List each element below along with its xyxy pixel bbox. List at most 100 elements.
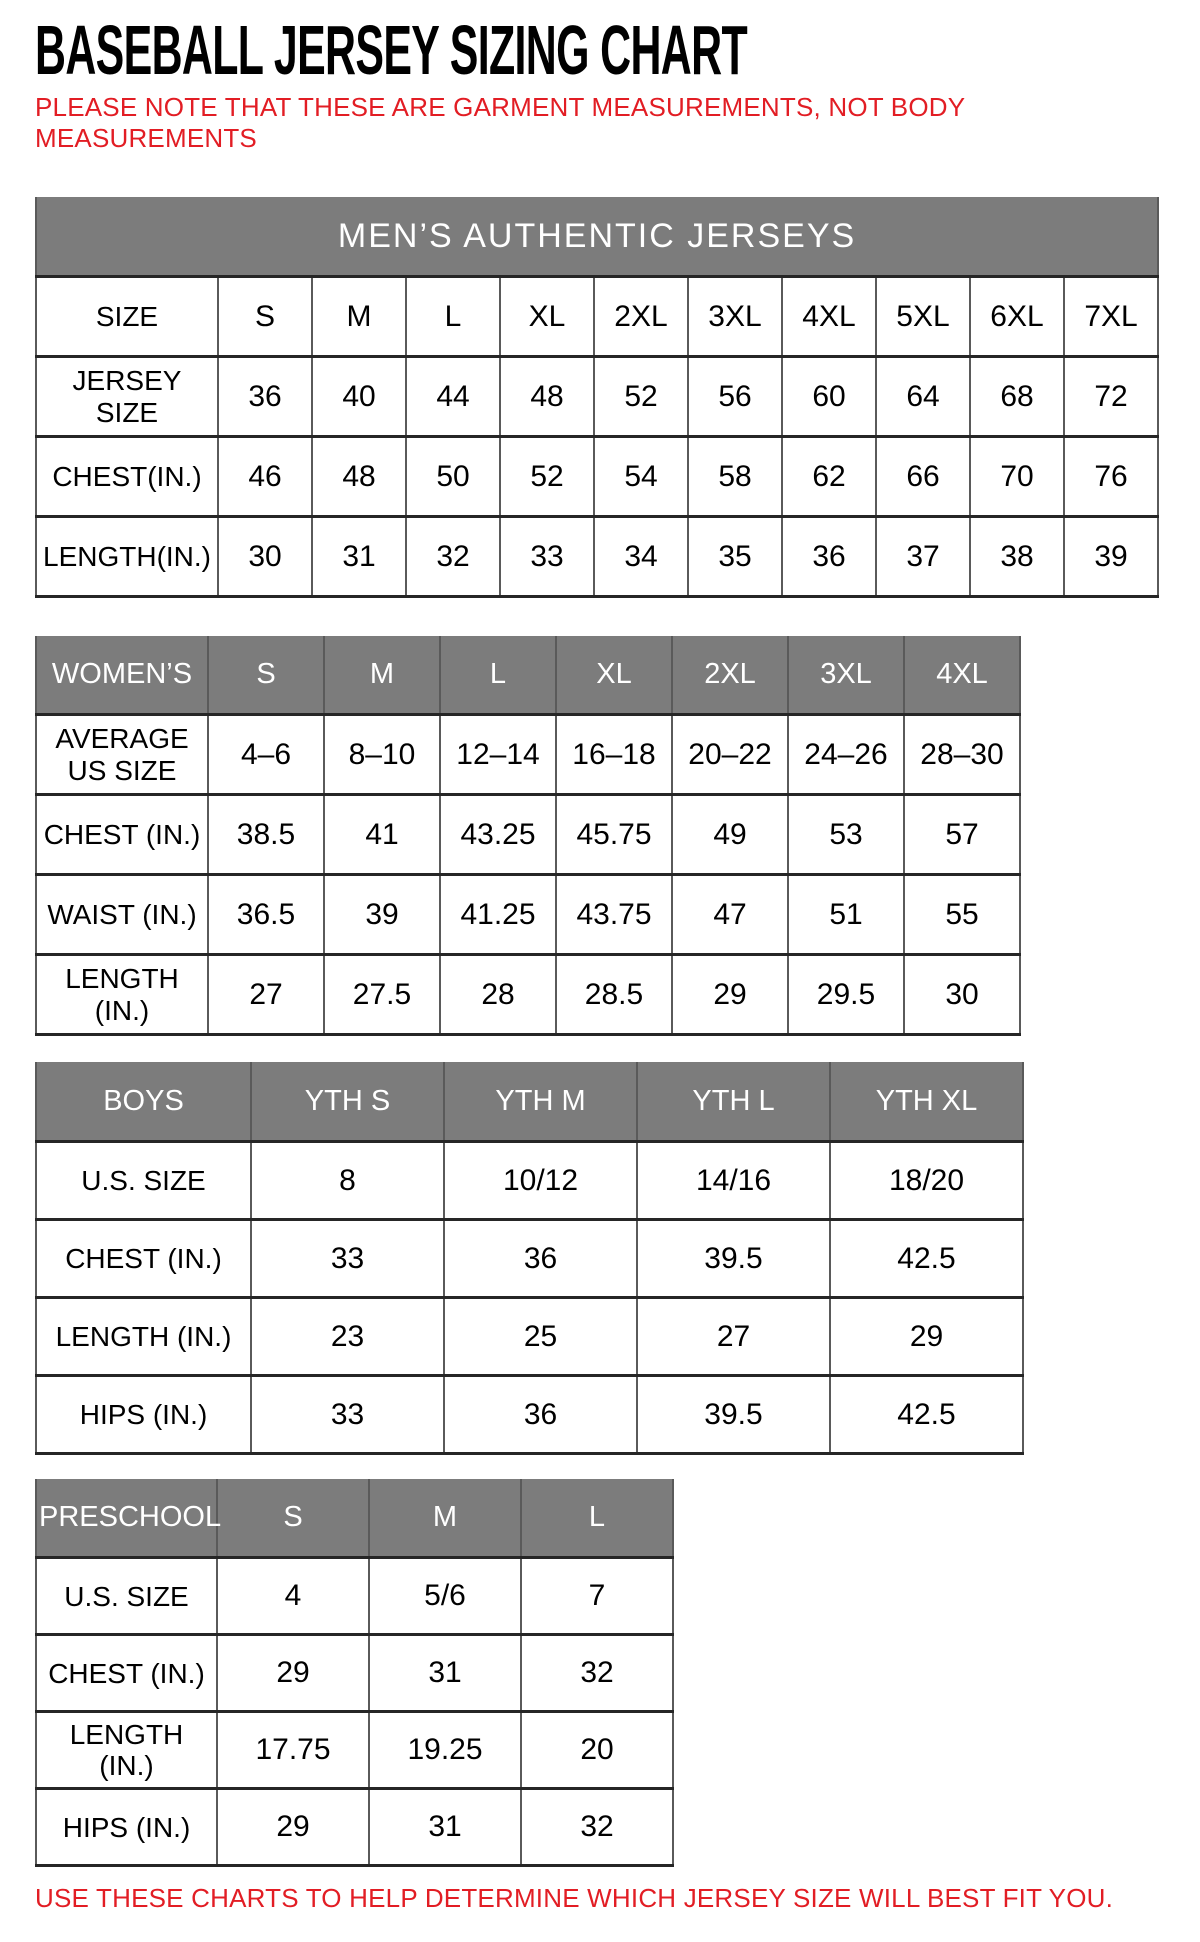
data-cell: S <box>217 275 313 359</box>
row-label-cell: HIPS (IN.) <box>35 1374 252 1456</box>
data-cell: 56 <box>687 355 783 439</box>
data-cell: 70 <box>969 435 1065 519</box>
row-label-cell: LENGTH (IN.) <box>35 953 209 1037</box>
table-header-cell: YTH XL <box>829 1062 1024 1144</box>
page-title: BASEBALL JERSEY SIZING CHART <box>35 11 748 89</box>
data-cell: 24–26 <box>787 713 905 797</box>
table-header-cell: L <box>520 1479 674 1560</box>
data-cell: 72 <box>1062 355 1160 439</box>
data-cell: 31 <box>368 1787 522 1868</box>
table-row: AVERAGE US SIZE 4–6 8–10 12–14 16–18 20–… <box>35 713 1021 797</box>
data-cell: 48 <box>311 435 407 519</box>
data-cell: 36 <box>443 1374 638 1456</box>
data-cell: 38.5 <box>207 793 325 877</box>
mens-table-title: MEN’S AUTHENTIC JERSEYS <box>34 197 1160 279</box>
row-label-cell: U.S. SIZE <box>35 1140 252 1222</box>
data-cell: 28 <box>439 953 557 1037</box>
data-cell: 52 <box>593 355 689 439</box>
data-cell: 4 <box>216 1556 370 1637</box>
data-cell: 2XL <box>593 275 689 359</box>
row-label-cell: SIZE <box>35 275 219 359</box>
data-cell: 54 <box>593 435 689 519</box>
row-label-cell: LENGTH(IN.) <box>35 515 219 599</box>
data-cell: 29.5 <box>787 953 905 1037</box>
data-cell: 29 <box>216 1787 370 1868</box>
data-cell: 36.5 <box>207 873 325 957</box>
data-cell: 6XL <box>969 275 1065 359</box>
data-cell: 19.25 <box>368 1710 522 1791</box>
data-cell: 30 <box>217 515 313 599</box>
table-header-cell: S <box>216 1479 370 1560</box>
data-cell: 18/20 <box>829 1140 1024 1222</box>
table-row: HIPS (IN.) 33 36 39.5 42.5 <box>35 1374 1024 1456</box>
data-cell: 51 <box>787 873 905 957</box>
data-cell: 43.25 <box>439 793 557 877</box>
data-cell: M <box>311 275 407 359</box>
data-cell: 41 <box>323 793 441 877</box>
table-row: CHEST (IN.) 38.5 41 43.25 45.75 49 53 57 <box>35 793 1021 877</box>
womens-jerseys-table: WOMEN’S S M L XL 2XL 3XL 4XL AVERAGE US … <box>35 636 1021 1037</box>
data-cell: 5/6 <box>368 1556 522 1637</box>
data-cell: 5XL <box>875 275 971 359</box>
data-cell: 66 <box>875 435 971 519</box>
table-row: CHEST (IN.) 29 31 32 <box>35 1633 674 1714</box>
garment-measurements-note: PLEASE NOTE THAT THESE ARE GARMENT MEASU… <box>35 92 965 153</box>
table-row: U.S. SIZE 8 10/12 14/16 18/20 <box>35 1140 1024 1222</box>
data-cell: 62 <box>781 435 877 519</box>
data-cell: 76 <box>1062 435 1160 519</box>
row-label-cell: CHEST(IN.) <box>35 435 219 519</box>
data-cell: 4XL <box>781 275 877 359</box>
data-cell: 8–10 <box>323 713 441 797</box>
row-label-cell: WAIST (IN.) <box>35 873 209 957</box>
row-label-cell: HIPS (IN.) <box>35 1787 218 1868</box>
table-header-cell: YTH L <box>636 1062 831 1144</box>
table-row: JERSEY SIZE 36 40 44 48 52 56 60 64 68 7… <box>35 355 1160 439</box>
data-cell: L <box>405 275 501 359</box>
data-cell: 8 <box>250 1140 445 1222</box>
data-cell: 25 <box>443 1296 638 1378</box>
data-cell: 36 <box>443 1218 638 1300</box>
data-cell: 3XL <box>687 275 783 359</box>
data-cell: 23 <box>250 1296 445 1378</box>
table-row: LENGTH (IN.) 17.75 19.25 20 <box>35 1710 674 1791</box>
table-header-cell: PRESCHOOL <box>35 1479 221 1560</box>
data-cell: 53 <box>787 793 905 877</box>
data-cell: 44 <box>405 355 501 439</box>
data-cell: 28.5 <box>555 953 673 1037</box>
table-header-cell: XL <box>555 636 673 717</box>
data-cell: XL <box>499 275 595 359</box>
data-cell: 40 <box>311 355 407 439</box>
table-header-cell: M <box>368 1479 522 1560</box>
data-cell: 60 <box>781 355 877 439</box>
row-label-cell: LENGTH (IN.) <box>35 1296 252 1378</box>
table-row: SIZE S M L XL 2XL 3XL 4XL 5XL 6XL 7XL <box>35 275 1160 359</box>
data-cell: 27 <box>207 953 325 1037</box>
data-cell: 45.75 <box>555 793 673 877</box>
data-cell: 32 <box>405 515 501 599</box>
data-cell: 32 <box>520 1787 674 1868</box>
data-cell: 68 <box>969 355 1065 439</box>
table-row: LENGTH (IN.) 27 27.5 28 28.5 29 29.5 30 <box>35 953 1021 1037</box>
data-cell: 7 <box>520 1556 674 1637</box>
row-label-cell: U.S. SIZE <box>35 1556 218 1637</box>
data-cell: 58 <box>687 435 783 519</box>
mens-table-title-row: MEN’S AUTHENTIC JERSEYS <box>34 197 1160 279</box>
data-cell: 32 <box>520 1633 674 1714</box>
table-header-cell: S <box>207 636 325 717</box>
mens-authentic-jerseys-table: MEN’S AUTHENTIC JERSEYS SIZE S M L XL 2X… <box>34 197 1160 599</box>
data-cell: 7XL <box>1062 275 1160 359</box>
row-label-cell: JERSEY SIZE <box>35 355 219 439</box>
data-cell: 38 <box>969 515 1065 599</box>
data-cell: 39 <box>323 873 441 957</box>
data-cell: 27 <box>636 1296 831 1378</box>
data-cell: 14/16 <box>636 1140 831 1222</box>
data-cell: 48 <box>499 355 595 439</box>
boys-jerseys-table: BOYS YTH S YTH M YTH L YTH XL U.S. SIZE … <box>35 1062 1024 1456</box>
data-cell: 42.5 <box>829 1374 1024 1456</box>
data-cell: 57 <box>903 793 1021 877</box>
table-row: HIPS (IN.) 29 31 32 <box>35 1787 674 1868</box>
table-row: CHEST(IN.) 46 48 50 52 54 58 62 66 70 76 <box>35 435 1160 519</box>
data-cell: 39 <box>1062 515 1160 599</box>
data-cell: 55 <box>903 873 1021 957</box>
